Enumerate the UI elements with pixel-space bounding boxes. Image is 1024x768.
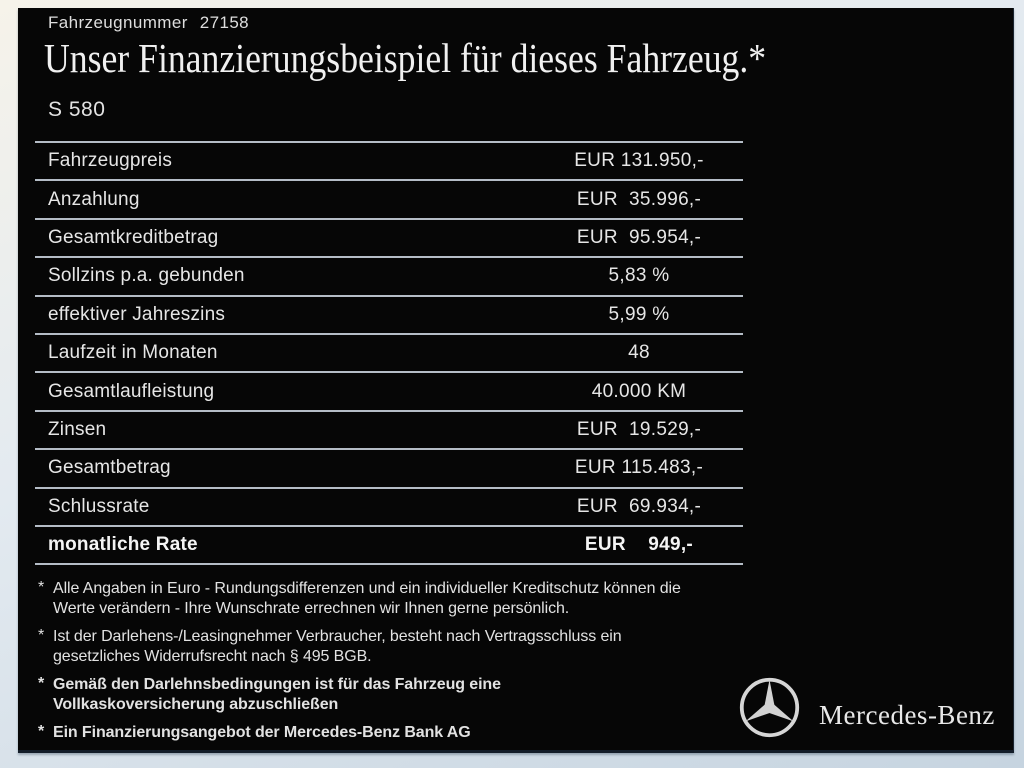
table-row: Anzahlung EUR 35.996,- bbox=[35, 179, 743, 217]
brand-wordmark: Mercedes-Benz bbox=[819, 700, 995, 730]
row-value: 5,99 % bbox=[608, 303, 670, 325]
footnote-text: Ein Finanzierungsangebot der Mercedes-Be… bbox=[53, 724, 471, 741]
row-value: EUR 69.934,- bbox=[576, 495, 702, 517]
row-label: Zinsen bbox=[48, 418, 107, 440]
table-row: Zinsen EUR 19.529,- bbox=[35, 409, 743, 448]
row-value: EUR 131.950,- bbox=[574, 150, 704, 172]
footnotes: * Alle Angaben in Euro - Rundungsdiffere… bbox=[38, 579, 750, 751]
asterisk-marker: * bbox=[38, 627, 45, 644]
mercedes-star-icon bbox=[739, 677, 800, 738]
row-value: EUR 115.483,- bbox=[574, 457, 704, 479]
row-value: EUR 949,- bbox=[584, 534, 694, 556]
row-label: Laufzeit in Monaten bbox=[48, 342, 218, 364]
table-row: Gesamtbetrag EUR 115.483,- bbox=[35, 448, 743, 486]
row-label: Anzahlung bbox=[48, 188, 140, 210]
table-row: effektiver Jahreszins 5,99 % bbox=[35, 294, 743, 333]
row-value: 40.000 KM bbox=[591, 380, 687, 402]
vehicle-number-value: 27158 bbox=[199, 13, 250, 32]
asterisk-marker: * bbox=[38, 723, 45, 740]
footnote: * Ist der Darlehens-/Leasingnehmer Verbr… bbox=[38, 627, 750, 667]
row-value: 5,83 % bbox=[608, 265, 670, 287]
footnote-text: Gemäß den Darlehnsbedingungen ist für da… bbox=[53, 676, 501, 713]
table-row: Fahrzeugpreis EUR 131.950,- bbox=[35, 141, 743, 179]
table-row: Sollzins p.a. gebunden 5,83 % bbox=[35, 256, 743, 294]
asterisk-marker: * bbox=[38, 579, 45, 596]
footnote: * Ein Finanzierungsangebot der Mercedes-… bbox=[38, 723, 750, 743]
table-row-monthly-rate: monatliche Rate EUR 949,- bbox=[35, 524, 743, 563]
row-value: EUR 35.996,- bbox=[576, 188, 702, 210]
row-label: Sollzins p.a. gebunden bbox=[48, 265, 245, 287]
table-row: Gesamtlaufleistung 40.000 KM bbox=[35, 371, 743, 409]
vehicle-number: Fahrzeugnummer 27158 bbox=[48, 13, 249, 33]
asterisk-marker: * bbox=[38, 675, 45, 692]
row-label: Fahrzeugpreis bbox=[48, 150, 173, 172]
footnote-text: Ist der Darlehens-/Leasingnehmer Verbrau… bbox=[53, 628, 622, 665]
footnote-text: Alle Angaben in Euro - Rundungsdifferenz… bbox=[53, 580, 681, 617]
table-row: Gesamtkreditbetrag EUR 95.954,- bbox=[35, 217, 743, 256]
row-value: EUR 95.954,- bbox=[576, 226, 702, 248]
footnote: * Alle Angaben in Euro - Rundungsdiffere… bbox=[38, 579, 750, 619]
row-value: EUR 19.529,- bbox=[576, 418, 702, 440]
vehicle-number-label: Fahrzeugnummer bbox=[48, 13, 188, 32]
row-label: Gesamtbetrag bbox=[48, 457, 171, 479]
row-label: Gesamtkreditbetrag bbox=[48, 226, 219, 248]
model-name: S 580 bbox=[48, 98, 106, 121]
row-value: 48 bbox=[628, 342, 650, 364]
row-label: effektiver Jahreszins bbox=[48, 303, 226, 325]
row-label: monatliche Rate bbox=[48, 534, 198, 556]
row-label: Schlussrate bbox=[48, 495, 150, 517]
table-row: Schlussrate EUR 69.934,- bbox=[35, 486, 743, 525]
page-title: Unser Finanzierungsbeispiel für dieses F… bbox=[44, 35, 767, 81]
row-label: Gesamtlaufleistung bbox=[48, 380, 215, 402]
table-row: Laufzeit in Monaten 48 bbox=[35, 332, 743, 371]
footnote: * Gemäß den Darlehnsbedingungen ist für … bbox=[38, 675, 750, 715]
finance-table: Fahrzeugpreis EUR 131.950,- Anzahlung EU… bbox=[35, 141, 743, 566]
finance-panel: Fahrzeugnummer 27158 Unser Finanzierungsb… bbox=[18, 8, 1014, 753]
